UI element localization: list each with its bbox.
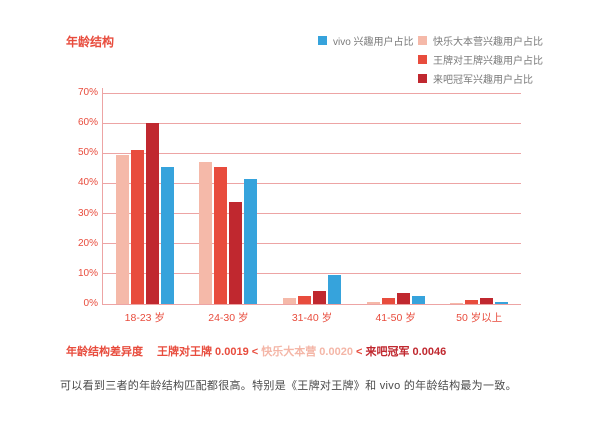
bar — [465, 300, 479, 304]
age-structure-diff-row: 年龄结构差异度 王牌对王牌 0.0019 < 快乐大本营 0.0020 < 来吧冠… — [66, 343, 446, 359]
bar — [145, 123, 159, 304]
bar — [381, 297, 395, 304]
bar — [495, 301, 509, 304]
y-tick-label: 60% — [77, 117, 98, 129]
grid-line — [103, 92, 521, 94]
bar — [115, 154, 129, 304]
x-axis-label: 24-30 岁 — [208, 312, 249, 324]
legend-item: 王牌对王牌兴趣用户占比 — [418, 50, 543, 69]
bar — [244, 178, 258, 304]
bar — [160, 166, 174, 304]
grid-line — [103, 122, 521, 124]
diff-value-part: < — [352, 346, 366, 358]
bar-chart-plot-area — [102, 88, 521, 305]
bar — [298, 295, 311, 304]
legend-label: vivo 兴趣用户占比 — [333, 37, 414, 48]
grid-line — [103, 303, 521, 305]
diff-label: 年龄结构差异度 — [66, 346, 143, 358]
y-axis-line — [102, 88, 103, 305]
legend-column-2: 快乐大本营兴趣用户占比 王牌对王牌兴趣用户占比 来吧冠军兴趣用户占比 — [418, 31, 543, 88]
legend-label: 王牌对王牌兴趣用户占比 — [433, 56, 543, 67]
bar — [283, 297, 296, 304]
diff-value-part: < — [248, 346, 262, 358]
legend-label: 快乐大本营兴趣用户占比 — [433, 37, 543, 48]
legend-item: 来吧冠军兴趣用户占比 — [418, 69, 543, 88]
bar — [214, 166, 228, 304]
legend-column-1: vivo 兴趣用户占比 — [318, 31, 414, 50]
grid-line — [103, 243, 521, 245]
y-tick-label: 0% — [83, 298, 98, 309]
grid-line — [103, 273, 521, 275]
legend-swatch — [418, 74, 427, 83]
legend-swatch — [418, 55, 427, 64]
x-axis-label: 18-23 岁 — [124, 312, 165, 324]
chart-title: 年龄结构 — [66, 35, 115, 49]
grid-line — [103, 213, 521, 215]
bar — [313, 291, 326, 304]
diff-values: 王牌对王牌 0.0019 < 快乐大本营 0.0020 < 来吧冠军 0.004… — [157, 346, 446, 358]
bar — [130, 150, 144, 304]
y-tick-label: 10% — [77, 267, 98, 279]
bar — [480, 297, 494, 304]
bar — [328, 275, 341, 304]
grid-line — [103, 152, 521, 154]
x-axis-label: 31-40 岁 — [291, 312, 333, 324]
legend-item: 快乐大本营兴趣用户占比 — [418, 31, 543, 50]
x-axis-label: 41-50 岁 — [375, 312, 416, 324]
grid-line — [103, 182, 521, 184]
legend-label: 来吧冠军兴趣用户占比 — [433, 75, 533, 86]
legend-swatch — [318, 36, 327, 45]
legend-swatch — [418, 36, 427, 45]
bar — [450, 302, 464, 304]
diff-value-part: 快乐大本营 0.0020 — [261, 346, 353, 358]
bar — [411, 295, 425, 304]
y-tick-label: 40% — [77, 177, 98, 189]
diff-value-part: 来吧冠军 0.0046 — [365, 346, 447, 358]
bar — [366, 301, 380, 304]
x-axis-label: 50 岁以上 — [456, 312, 503, 324]
diff-value-part: 王牌对王牌 0.0019 — [157, 346, 249, 358]
y-tick-label: 20% — [77, 237, 98, 249]
bar — [199, 162, 213, 304]
bar — [396, 293, 410, 304]
footer-note: 可以看到三者的年龄结构匹配都很高。特别是《王牌对王牌》和 vivo 的年龄结构最… — [60, 380, 517, 392]
bar — [229, 201, 243, 304]
y-tick-label: 30% — [77, 207, 98, 219]
legend-item: vivo 兴趣用户占比 — [318, 31, 414, 50]
y-tick-label: 70% — [77, 87, 98, 98]
y-tick-label: 50% — [77, 147, 98, 159]
